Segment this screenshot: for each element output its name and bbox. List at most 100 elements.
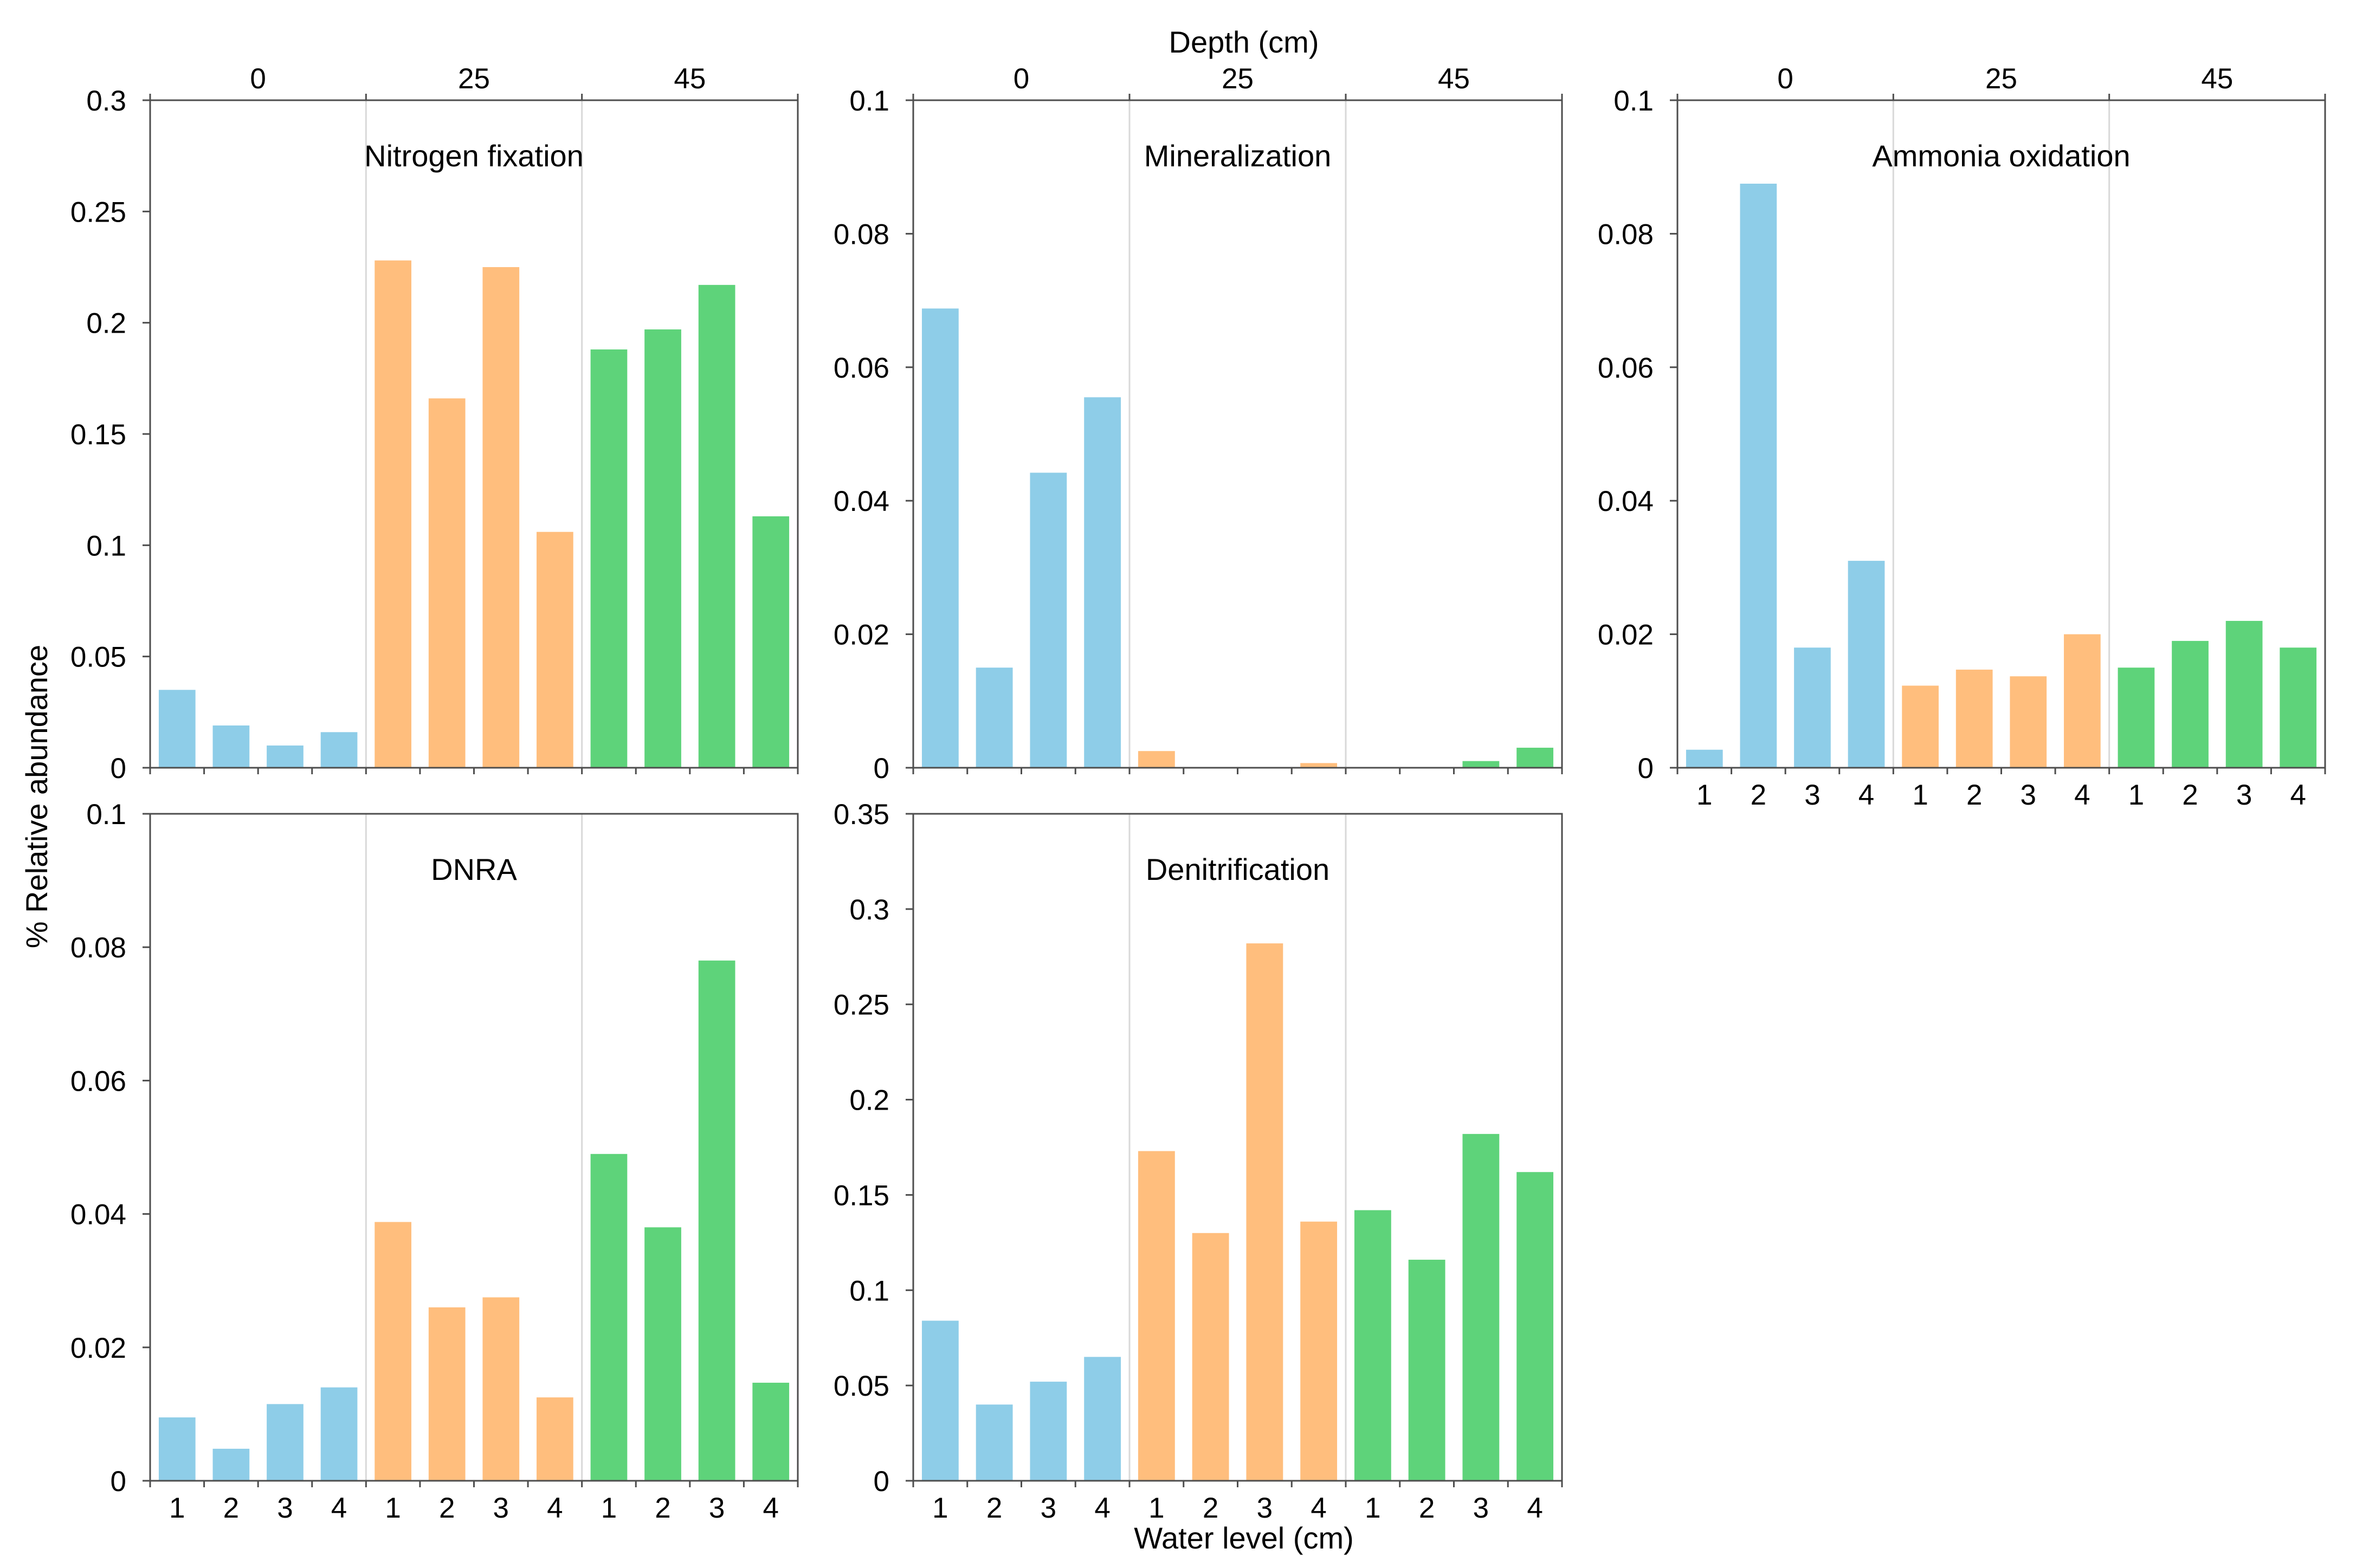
x-tick-label: 3 <box>1804 779 1820 811</box>
x-tick-label: 3 <box>1041 1492 1056 1524</box>
y-tick-label: 0.04 <box>1598 485 1654 517</box>
y-tick-label: 0.06 <box>834 352 889 384</box>
y-tick-label: 0.2 <box>849 1085 889 1117</box>
x-tick-label: 1 <box>1696 779 1712 811</box>
x-tick-label: 2 <box>1751 779 1766 811</box>
depth-label: 0 <box>250 63 266 95</box>
x-tick-label: 1 <box>932 1492 948 1524</box>
y-tick-label: 0.06 <box>1598 352 1654 384</box>
x-tick-label: 2 <box>1203 1492 1218 1524</box>
bar-depth-25-level-2 <box>428 398 466 768</box>
depth-label: 45 <box>2201 63 2233 95</box>
y-tick-label: 0 <box>111 1466 126 1498</box>
bar-depth-25-level-4 <box>1300 1221 1338 1481</box>
bar-depth-45-level-1 <box>1354 1210 1391 1481</box>
bar-depth-25-level-1 <box>1138 1151 1175 1481</box>
bar-depth-45-level-4 <box>752 1383 790 1481</box>
bar-depth-25-level-4 <box>2064 634 2101 768</box>
x-tick-label: 3 <box>709 1492 725 1524</box>
bar-depth-25-level-3 <box>482 267 520 768</box>
bar-depth-45-level-4 <box>2280 647 2317 768</box>
y-tick-label: 0.05 <box>834 1370 889 1402</box>
x-tick-label: 2 <box>1966 779 1982 811</box>
x-tick-label: 1 <box>1912 779 1928 811</box>
chart-panel: 0 0.02 0.04 0.06 0.08 0.1 0 25 45 Mineralization <box>834 63 1563 785</box>
bar-depth-25-level-1 <box>1902 685 1939 768</box>
bar-depth-25-level-4 <box>537 1397 573 1481</box>
x-tick-label: 2 <box>2182 779 2198 811</box>
x-tick-label: 4 <box>1094 1492 1110 1524</box>
bar-depth-25-level-1 <box>375 1222 411 1481</box>
depth-label: 45 <box>1438 63 1470 95</box>
bar-depth-45-level-2 <box>2172 640 2209 768</box>
y-tick-label: 0.1 <box>86 530 126 562</box>
x-tick-label: 4 <box>1311 1492 1326 1524</box>
y-tick-label: 0.15 <box>834 1180 889 1211</box>
y-tick-label: 0.1 <box>849 1275 889 1307</box>
y-tick-label: 0.15 <box>70 419 126 451</box>
x-tick-label: 4 <box>1858 779 1874 811</box>
y-tick-label: 0.08 <box>834 218 889 250</box>
x-tick-label: 4 <box>547 1492 563 1524</box>
bar-depth-0-level-1 <box>158 690 196 768</box>
y-tick-label: 0 <box>111 753 126 785</box>
depth-label: 0 <box>1014 63 1029 95</box>
x-tick-label: 1 <box>1148 1492 1164 1524</box>
bar-depth-0-level-3 <box>1030 472 1067 768</box>
chart-panels: 0 0.05 0.1 0.15 0.2 0.25 0.3 0 25 45 Nitrogen fixa… <box>70 63 2326 1524</box>
y-tick-label: 0.08 <box>1598 218 1654 250</box>
bar-depth-0-level-4 <box>320 1387 358 1481</box>
bar-depth-0-level-2 <box>976 668 1013 768</box>
bottom-axis-title: Water level (cm) <box>1134 1521 1354 1555</box>
y-tick-label: 0.1 <box>86 799 126 831</box>
x-tick-label: 2 <box>1419 1492 1435 1524</box>
bar-depth-0-level-4 <box>1084 397 1121 768</box>
y-axis-title: % Relative abundance <box>20 645 54 948</box>
y-tick-label: 0.25 <box>70 196 126 228</box>
x-tick-label: 3 <box>493 1492 509 1524</box>
bar-depth-25-level-4 <box>1300 763 1338 768</box>
chart-panel: 0 0.05 0.1 0.15 0.2 0.25 0.3 0.35 1 2 3 4 1 2 3 4 1 2 3 4 De… <box>834 799 1563 1524</box>
bar-depth-25-level-2 <box>1192 1233 1229 1481</box>
bar-depth-45-level-4 <box>1516 748 1554 768</box>
y-tick-label: 0.02 <box>834 619 889 651</box>
chart-panel: 0 0.02 0.04 0.06 0.08 0.1 1 2 3 4 1 2 3 4 1 2 3 4 0 25 45 Amm… <box>1598 63 2326 811</box>
x-tick-label: 1 <box>169 1492 185 1524</box>
bar-depth-45-level-2 <box>1408 1260 1445 1481</box>
bar-depth-0-level-4 <box>1848 561 1885 768</box>
bar-depth-0-level-1 <box>158 1417 196 1481</box>
y-tick-label: 0.02 <box>70 1332 126 1364</box>
bar-depth-25-level-3 <box>482 1297 520 1481</box>
depth-label: 25 <box>458 63 490 95</box>
x-tick-label: 1 <box>2128 779 2144 811</box>
depth-label: 25 <box>1985 63 2017 95</box>
bar-depth-45-level-1 <box>590 1154 628 1481</box>
bar-depth-25-level-1 <box>1138 751 1175 768</box>
y-tick-label: 0.2 <box>86 308 126 340</box>
bar-depth-0-level-4 <box>320 732 358 768</box>
chart-panel: 0 0.02 0.04 0.06 0.08 0.1 1 2 3 4 1 2 3 4 1 2 3 4 DNRA <box>70 799 799 1524</box>
bar-depth-0-level-2 <box>1740 184 1777 768</box>
x-tick-label: 4 <box>2290 779 2306 811</box>
bar-depth-0-level-2 <box>976 1404 1013 1481</box>
x-tick-label: 2 <box>223 1492 239 1524</box>
panel-title: Nitrogen fixation <box>364 139 584 173</box>
bar-depth-25-level-1 <box>375 260 411 768</box>
bar-depth-0-level-3 <box>267 745 304 768</box>
top-axis-title: Depth (cm) <box>1169 25 1319 59</box>
bar-depth-0-level-1 <box>921 1320 959 1481</box>
bar-depth-45-level-3 <box>698 284 735 768</box>
x-tick-label: 3 <box>1473 1492 1489 1524</box>
bar-depth-0-level-2 <box>212 725 250 768</box>
x-tick-label: 4 <box>1527 1492 1542 1524</box>
bar-depth-45-level-4 <box>752 516 790 768</box>
bar-depth-0-level-1 <box>921 308 959 768</box>
x-tick-label: 2 <box>439 1492 455 1524</box>
chart-panel: 0 0.05 0.1 0.15 0.2 0.25 0.3 0 25 45 Nitrogen fixa… <box>70 63 799 785</box>
panel-title: Mineralization <box>1144 139 1332 173</box>
x-tick-label: 3 <box>277 1492 293 1524</box>
panel-title: Denitrification <box>1146 852 1329 886</box>
bar-depth-25-level-2 <box>428 1307 466 1481</box>
bar-depth-45-level-4 <box>1516 1172 1554 1481</box>
